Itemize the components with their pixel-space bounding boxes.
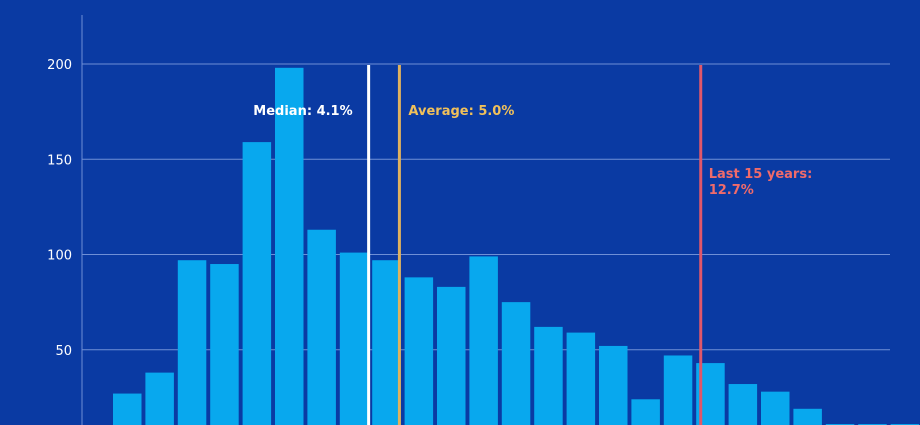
y-tick-label-50: 50 — [55, 344, 72, 359]
last-15-years-label: Last 15 years: — [709, 167, 813, 182]
bar-15 — [566, 332, 596, 425]
bar-4 — [210, 264, 239, 425]
y-tick-label-100: 100 — [47, 249, 72, 264]
bar-9 — [372, 260, 401, 425]
bar-6 — [275, 67, 304, 425]
bar-20 — [728, 384, 758, 425]
bar-18 — [663, 355, 693, 425]
bar-10 — [404, 277, 434, 425]
bar-3 — [177, 260, 207, 425]
bar-21 — [761, 391, 790, 425]
y-tick-label-150: 150 — [47, 153, 72, 168]
bar-13 — [501, 302, 531, 425]
bar-22 — [793, 408, 822, 425]
median-label: Median: 4.1% — [253, 104, 352, 119]
bar-5 — [242, 142, 272, 425]
bar-1 — [113, 393, 142, 425]
bars — [113, 67, 920, 425]
bar-11 — [437, 286, 466, 425]
last-15-years-value: 12.7% — [709, 183, 754, 198]
bar-8 — [339, 252, 369, 425]
annotations: Median: 4.1% Average: 5.0% Last 15 years:1… — [253, 65, 812, 425]
bar-12 — [469, 256, 498, 425]
bar-17 — [631, 399, 660, 425]
average-label: Average: 5.0% — [408, 104, 514, 119]
bar-7 — [307, 229, 336, 425]
bar-2 — [145, 372, 174, 425]
bar-14 — [534, 326, 563, 425]
y-tick-label-200: 200 — [47, 58, 72, 73]
bar-16 — [599, 345, 628, 425]
y-axis-ticks: 50 100 150 200 — [47, 58, 72, 359]
